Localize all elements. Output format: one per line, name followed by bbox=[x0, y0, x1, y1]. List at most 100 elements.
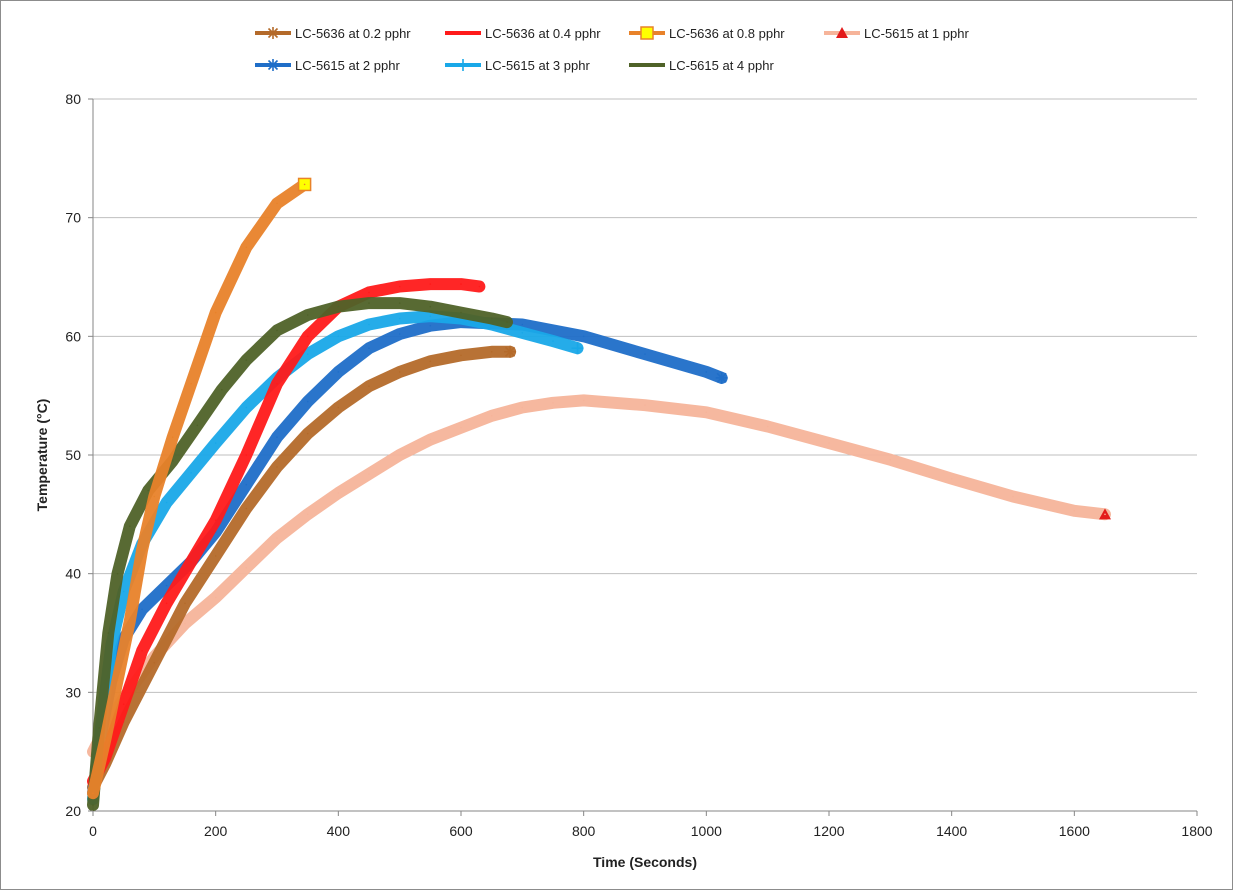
series-lc-5636-at-0-4-pphr-point-14 bbox=[460, 283, 462, 285]
series-lc-5615-at-4-pphr-point-18 bbox=[506, 321, 508, 323]
series-lc-5636-at-0-4-pphr-point-6 bbox=[214, 519, 217, 522]
series-lc-5636-at-0-8-pphr-point-6 bbox=[171, 436, 174, 439]
series-lc-5636-at-0-2-pphr-point-11 bbox=[398, 371, 401, 373]
series-lc-5636-at-0-4-pphr-point-5 bbox=[190, 561, 192, 563]
y-tick-label-20: 20 bbox=[65, 803, 81, 819]
y-axis-title: Temperature (°C) bbox=[34, 399, 50, 512]
series-lc-5615-at-3-pphr-point-11 bbox=[337, 335, 340, 338]
series-lc-5615-at-1-pphr-point-18 bbox=[644, 404, 646, 407]
series-lc-5615-at-1-pphr-point-25 bbox=[1073, 510, 1076, 512]
series-lc-5615-at-3-pphr-point-18 bbox=[552, 340, 554, 342]
series-lc-5636-at-0-2-pphr-point-7 bbox=[276, 466, 278, 468]
series-lc-5615-at-2-pphr-point-14 bbox=[429, 324, 432, 327]
legend-item-lc-5615-at-2-pphr-label: LC-5615 at 2 pphr bbox=[295, 58, 400, 73]
series-lc-5636-at-0-8-pphr-point-0 bbox=[92, 792, 94, 794]
legend-item-lc-5615-at-2-pphr: LC-5615 at 2 pphr bbox=[255, 58, 400, 73]
series-lc-5615-at-2-pphr-point-13 bbox=[398, 333, 401, 335]
series-lc-5615-at-1-pphr-point-13 bbox=[460, 426, 462, 429]
series-lc-5636-at-0-4-pphr-line bbox=[87, 278, 486, 788]
series-lc-5615-at-1-pphr-point-24 bbox=[1012, 495, 1014, 498]
series-lc-5636-at-0-2-pphr-point-12 bbox=[429, 360, 432, 363]
x-tick-label-800: 800 bbox=[572, 823, 596, 839]
series-lc-5615-at-4-pphr-point-8 bbox=[221, 388, 223, 391]
legend-item-lc-5615-at-3-pphr-label: LC-5615 at 3 pphr bbox=[485, 58, 590, 73]
legend-item-lc-5636-at-0-8-pphr-label: LC-5636 at 0.8 pphr bbox=[669, 26, 785, 41]
series-lc-5636-at-0-4-pphr-point-9 bbox=[306, 335, 309, 338]
x-tick-label-1000: 1000 bbox=[691, 823, 722, 839]
series-lc-5615-at-1-pphr-point-22 bbox=[889, 458, 892, 461]
series-lc-5636-at-0-4-pphr-point-12 bbox=[398, 285, 401, 288]
series-lc-5615-at-4-pphr-point-3 bbox=[116, 572, 119, 575]
series-lc-5636-at-0-4-pphr-point-7 bbox=[245, 454, 248, 456]
series-lc-5615-at-4-pphr-point-11 bbox=[306, 314, 309, 316]
series-lc-5636-at-0-8-pphr-point-11 bbox=[303, 183, 306, 186]
series-lc-5636-at-0-8-pphr-point-3 bbox=[129, 620, 131, 622]
series-lc-5636-at-0-2-pphr-point-9 bbox=[337, 406, 340, 409]
legend-item-lc-5636-at-0-8-pphr-marker bbox=[640, 26, 654, 40]
series-lc-5615-at-3-pphr-point-19 bbox=[576, 347, 579, 350]
series-lc-5636-at-0-8-pphr-line bbox=[87, 178, 311, 800]
series-lc-5615-at-4-pphr-point-13 bbox=[368, 302, 370, 304]
series-lc-5636-at-0-2-pphr-point-4 bbox=[184, 602, 186, 605]
series-lc-5615-at-2-pphr-point-18 bbox=[644, 353, 646, 355]
series-lc-5615-at-3-pphr-point-3 bbox=[122, 590, 125, 593]
series-lc-5615-at-3-pphr-point-14 bbox=[429, 315, 432, 318]
series-lc-5615-at-3-pphr-line bbox=[87, 310, 584, 806]
series-lc-5615-at-4-pphr-point-15 bbox=[429, 305, 432, 308]
x-tick-label-0: 0 bbox=[89, 823, 97, 839]
series-lc-5615-at-4-pphr-point-1 bbox=[98, 727, 100, 729]
series-lc-5615-at-1-pphr-point-23 bbox=[950, 477, 953, 480]
y-tick-label-50: 50 bbox=[65, 447, 81, 463]
series-lc-5615-at-2-pphr-point-10 bbox=[306, 400, 309, 403]
legend-item-lc-5615-at-4-pphr: LC-5615 at 4 pphr bbox=[629, 58, 774, 73]
series-lc-5636-at-0-4-pphr-point-2 bbox=[122, 703, 125, 705]
series-lc-5636-at-0-4-pphr-point-8 bbox=[276, 383, 278, 385]
series-lc-5615-at-1-pphr-point-15 bbox=[521, 406, 524, 409]
series-lc-5615-at-4-pphr-point-4 bbox=[129, 525, 131, 527]
y-tick-label-70: 70 bbox=[65, 210, 81, 226]
series-lc-5636-at-0-2-pphr-point-14 bbox=[490, 351, 493, 353]
series-lc-5615-at-1-pphr-point-10 bbox=[368, 473, 370, 475]
series-lc-5636-at-0-8-pphr bbox=[87, 177, 312, 800]
series-lc-5615-at-4-pphr-point-10 bbox=[276, 329, 278, 332]
series-lc-5615-at-1-pphr-point-19 bbox=[705, 411, 708, 414]
series-lc-5636-at-0-2-pphr-line bbox=[87, 345, 517, 794]
series-lc-5615-at-1-pphr-point-14 bbox=[490, 415, 493, 417]
series-lc-5615-at-2-pphr-point-17 bbox=[582, 335, 585, 338]
x-tick-label-200: 200 bbox=[204, 823, 228, 839]
series-lc-5615-at-3-pphr-point-13 bbox=[398, 317, 401, 320]
legend-item-lc-5615-at-3-pphr: LC-5615 at 3 pphr bbox=[445, 58, 590, 73]
series-lc-5615-at-1-pphr-point-16 bbox=[552, 402, 554, 404]
series-lc-5636-at-0-2-pphr-point-3 bbox=[153, 661, 156, 664]
series-lc-5636-at-0-8-pphr-point-1 bbox=[104, 739, 107, 741]
series-lc-5636-at-0-4-pphr-point-3 bbox=[141, 650, 143, 652]
series-lc-5636-at-0-8-pphr-point-5 bbox=[153, 495, 156, 498]
legend-item-lc-5615-at-1-pphr-label: LC-5615 at 1 pphr bbox=[864, 26, 969, 41]
series-lc-5615-at-2-pphr-point-12 bbox=[368, 347, 370, 350]
series-lc-5615-at-1-pphr-point-20 bbox=[766, 425, 769, 428]
x-tick-label-1200: 1200 bbox=[813, 823, 844, 839]
series-lc-5615-at-4-pphr-point-9 bbox=[245, 359, 248, 361]
series-lc-5636-at-0-8-pphr-point-2 bbox=[116, 679, 119, 682]
series-lc-5615-at-4-pphr-point-5 bbox=[147, 489, 149, 492]
legend-item-lc-5615-at-1-pphr: LC-5615 at 1 pphr bbox=[824, 26, 969, 41]
series-layer bbox=[87, 177, 1111, 812]
y-tick-label-40: 40 bbox=[65, 566, 81, 582]
series-lc-5615-at-2-pphr-point-11 bbox=[337, 371, 340, 373]
legend-item-lc-5636-at-0-2-pphr: LC-5636 at 0.2 pphr bbox=[255, 26, 411, 41]
series-lc-5636-at-0-4-pphr-point-11 bbox=[368, 291, 370, 294]
x-tick-label-1400: 1400 bbox=[936, 823, 967, 839]
series-lc-5615-at-4-pphr-point-0 bbox=[92, 804, 94, 806]
series-lc-5636-at-0-2-pphr-point-5 bbox=[214, 555, 217, 557]
series-lc-5615-at-1-pphr-point-4 bbox=[184, 622, 186, 625]
x-tick-label-1600: 1600 bbox=[1059, 823, 1090, 839]
series-lc-5636-at-0-8-pphr-point-9 bbox=[245, 246, 248, 249]
series-lc-5615-at-1-pphr-point-8 bbox=[306, 513, 309, 516]
legend-item-lc-5636-at-0-8-pphr: LC-5636 at 0.8 pphr bbox=[629, 26, 785, 41]
series-lc-5615-at-3-pphr-point-17 bbox=[521, 332, 524, 334]
legend-item-lc-5636-at-0-4-pphr-label: LC-5636 at 0.4 pphr bbox=[485, 26, 601, 41]
series-lc-5636-at-0-4-pphr-point-15 bbox=[478, 285, 481, 288]
series-lc-5615-at-4-pphr-point-16 bbox=[460, 311, 462, 314]
series-lc-5636-at-0-4-pphr-point-4 bbox=[165, 602, 168, 605]
